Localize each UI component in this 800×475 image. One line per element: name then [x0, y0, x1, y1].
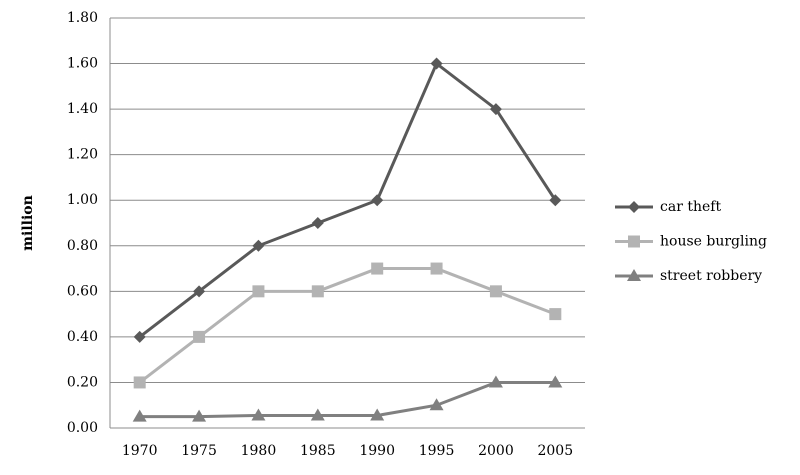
- x-tick-label: 1995: [419, 443, 455, 459]
- marker: [549, 194, 562, 207]
- marker: [252, 285, 265, 298]
- legend-label: house burgling: [660, 234, 767, 250]
- marker: [251, 408, 266, 421]
- marker: [628, 235, 640, 248]
- legend-label: car theft: [660, 199, 721, 215]
- series-line: [138, 267, 556, 384]
- marker: [627, 269, 641, 281]
- marker: [192, 409, 207, 422]
- marker: [132, 409, 147, 422]
- x-tick-label: 1985: [300, 443, 336, 459]
- y-tick-label: 1.60: [67, 56, 98, 72]
- y-tick-label: 1.00: [67, 192, 98, 208]
- y-tick-label: 1.80: [67, 10, 98, 26]
- y-tick-label: 0.20: [67, 374, 98, 390]
- marker: [628, 201, 640, 213]
- x-tick-label: 1975: [181, 443, 217, 459]
- marker: [489, 103, 502, 116]
- marker: [371, 194, 384, 207]
- marker: [549, 308, 562, 321]
- y-tick-label: 0.60: [67, 283, 98, 299]
- marker: [371, 262, 384, 275]
- legend-label: street robbery: [660, 268, 762, 284]
- y-tick-label: 1.20: [67, 147, 98, 163]
- x-tick-label: 1980: [241, 443, 277, 459]
- marker: [430, 57, 443, 70]
- y-tick-label: 0.00: [67, 420, 98, 436]
- x-tick-label: 1990: [359, 443, 395, 459]
- marker: [133, 376, 146, 389]
- marker: [252, 239, 265, 252]
- marker: [548, 375, 563, 388]
- y-tick-label: 1.40: [67, 101, 98, 117]
- marker: [310, 408, 325, 421]
- marker: [489, 285, 502, 298]
- y-tick-label: 0.40: [67, 329, 98, 345]
- marker: [133, 330, 146, 343]
- x-tick-label: 2005: [537, 443, 573, 459]
- marker: [430, 262, 443, 275]
- marker: [311, 285, 324, 298]
- marker: [193, 285, 206, 298]
- marker: [311, 217, 324, 229]
- marker: [429, 398, 444, 411]
- y-tick-label: 0.80: [67, 238, 98, 254]
- y-axis-label: million: [20, 195, 36, 251]
- series-line: [138, 61, 557, 339]
- marker: [193, 330, 206, 343]
- marker: [488, 375, 503, 388]
- x-tick-label: 1970: [122, 443, 158, 459]
- series-line: [139, 380, 556, 419]
- marker: [370, 408, 385, 421]
- x-tick-label: 2000: [478, 443, 514, 459]
